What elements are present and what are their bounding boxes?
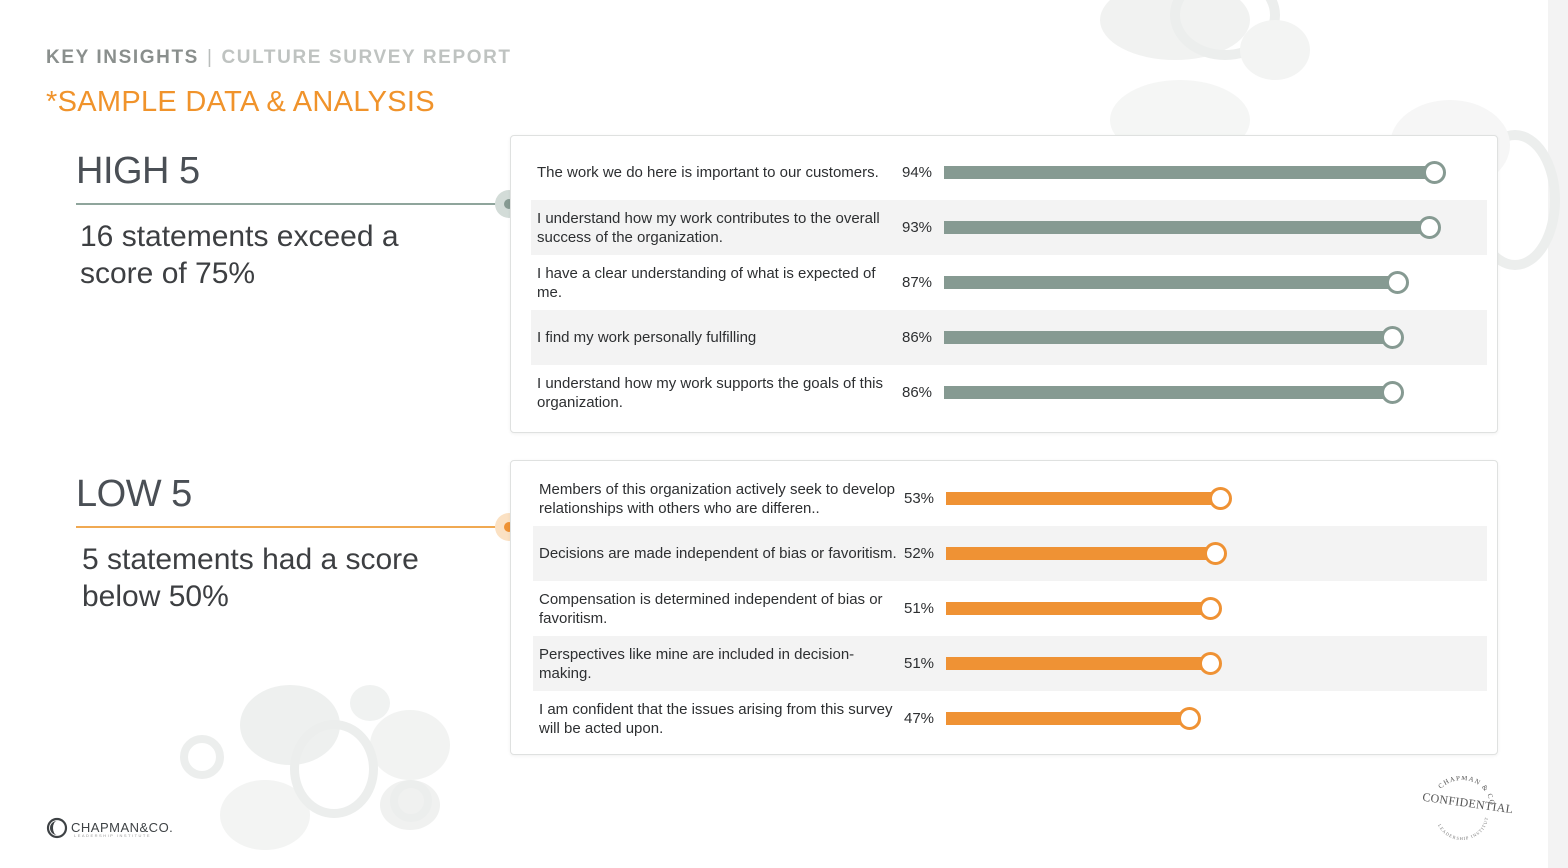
low-statement-text: Members of this organization actively se…	[539, 480, 896, 517]
high-statement-score: 86%	[902, 384, 933, 401]
high-score-bar	[944, 166, 1433, 179]
low-statement-score: 47%	[904, 710, 935, 727]
low-statement-score: 53%	[904, 490, 935, 507]
sample-data-note: *SAMPLE DATA & ANALYSIS	[46, 86, 435, 118]
high-statement-row: The work we do here is important to our …	[531, 145, 1487, 200]
high-score-bar-knob	[1386, 271, 1409, 294]
high-statement-label: I have a clear understanding of what is …	[537, 255, 897, 310]
header-separator: |	[206, 47, 214, 68]
logo-tagline: LEADERSHIP INSTITUTE	[74, 833, 152, 838]
low-statement-row: Compensation is determined independent o…	[533, 581, 1487, 636]
high-connector-line	[76, 203, 500, 205]
high-statement-text: I have a clear understanding of what is …	[537, 264, 876, 301]
right-edge-strip	[1548, 0, 1568, 868]
decorative-bubbles-bottom	[170, 680, 470, 868]
logo-text: CHAPMAN&CO.	[71, 819, 174, 835]
low-section-description: 5 statements had a score below 50%	[82, 543, 419, 613]
high-score-bar	[944, 276, 1396, 289]
high-statement-row: I have a clear understanding of what is …	[531, 255, 1487, 310]
high-statements-chart: The work we do here is important to our …	[531, 145, 1487, 420]
high-statement-text: I find my work personally fulfilling	[537, 329, 757, 346]
low-statement-score: 52%	[904, 545, 935, 562]
high-statement-row: I understand how my work supports the go…	[531, 365, 1487, 420]
low-statement-row: I am confident that the issues arising f…	[533, 691, 1487, 746]
confidential-stamp: CHAPMAN & CO LEADERSHIP INSTITUTE CONFID…	[1420, 776, 1514, 840]
chapman-logo: CHAPMAN&CO.	[46, 817, 174, 839]
low-score-bar	[946, 492, 1219, 505]
high-score-bar	[944, 331, 1391, 344]
high-score-bar-knob	[1381, 326, 1404, 349]
low-score-bar	[946, 712, 1188, 725]
high-statement-text: I understand how my work supports the go…	[537, 374, 884, 411]
low-section-title: LOW 5	[76, 473, 192, 515]
low-statement-label: Members of this organization actively se…	[539, 471, 899, 526]
high-statement-row: I understand how my work contributes to …	[531, 200, 1487, 255]
low-connector-line	[76, 526, 500, 528]
low-statement-text: Decisions are made independent of bias o…	[539, 545, 897, 562]
high-statement-label: I understand how my work contributes to …	[537, 200, 897, 255]
low-score-bar-knob	[1178, 707, 1201, 730]
high-section-title: HIGH 5	[76, 150, 200, 192]
high-statement-label: I find my work personally fulfilling	[537, 310, 897, 365]
low-statement-text: I am confident that the issues arising f…	[539, 700, 893, 737]
low-score-bar-knob	[1199, 597, 1222, 620]
high-statement-score: 86%	[902, 329, 933, 346]
high-section-description: 16 statements exceed a score of 75%	[80, 220, 399, 290]
header-title: KEY INSIGHTS	[46, 47, 199, 68]
high-statement-label: The work we do here is important to our …	[537, 145, 897, 200]
high-statement-label: I understand how my work supports the go…	[537, 365, 897, 420]
low-statement-row: Perspectives like mine are included in d…	[533, 636, 1487, 691]
high-score-bar	[944, 221, 1428, 234]
header-subtitle: CULTURE SURVEY REPORT	[221, 47, 512, 68]
low-score-bar-knob	[1209, 487, 1232, 510]
high-score-bar-knob	[1423, 161, 1446, 184]
low-statement-label: Compensation is determined independent o…	[539, 581, 899, 636]
logo-mark-icon	[46, 817, 68, 839]
low-score-bar-knob	[1199, 652, 1222, 675]
report-header: KEY INSIGHTS | CULTURE SURVEY REPORT	[46, 47, 512, 69]
high-score-bar	[944, 386, 1391, 399]
high-statements-panel: The work we do here is important to our …	[510, 135, 1498, 433]
high-statement-text: The work we do here is important to our …	[537, 164, 879, 181]
low-statement-label: Decisions are made independent of bias o…	[539, 526, 899, 581]
high-statement-score: 94%	[902, 164, 933, 181]
low-statement-label: Perspectives like mine are included in d…	[539, 636, 899, 691]
low-statement-label: I am confident that the issues arising f…	[539, 691, 899, 746]
high-statement-text: I understand how my work contributes to …	[537, 209, 880, 246]
low-statement-text: Compensation is determined independent o…	[539, 590, 883, 627]
low-statement-row: Decisions are made independent of bias o…	[533, 526, 1487, 581]
low-score-bar	[946, 657, 1209, 670]
high-score-bar-knob	[1418, 216, 1441, 239]
low-statements-chart: Members of this organization actively se…	[533, 471, 1487, 746]
high-statement-row: I find my work personally fulfilling 86%	[531, 310, 1487, 365]
high-score-bar-knob	[1381, 381, 1404, 404]
high-statement-score: 87%	[902, 274, 933, 291]
low-score-bar	[946, 547, 1214, 560]
high-statement-score: 93%	[902, 219, 933, 236]
low-statement-score: 51%	[904, 600, 935, 617]
low-statement-score: 51%	[904, 655, 935, 672]
low-statements-panel: Members of this organization actively se…	[510, 460, 1498, 755]
low-score-bar	[946, 602, 1209, 615]
low-score-bar-knob	[1204, 542, 1227, 565]
low-statement-row: Members of this organization actively se…	[533, 471, 1487, 526]
low-statement-text: Perspectives like mine are included in d…	[539, 645, 855, 682]
